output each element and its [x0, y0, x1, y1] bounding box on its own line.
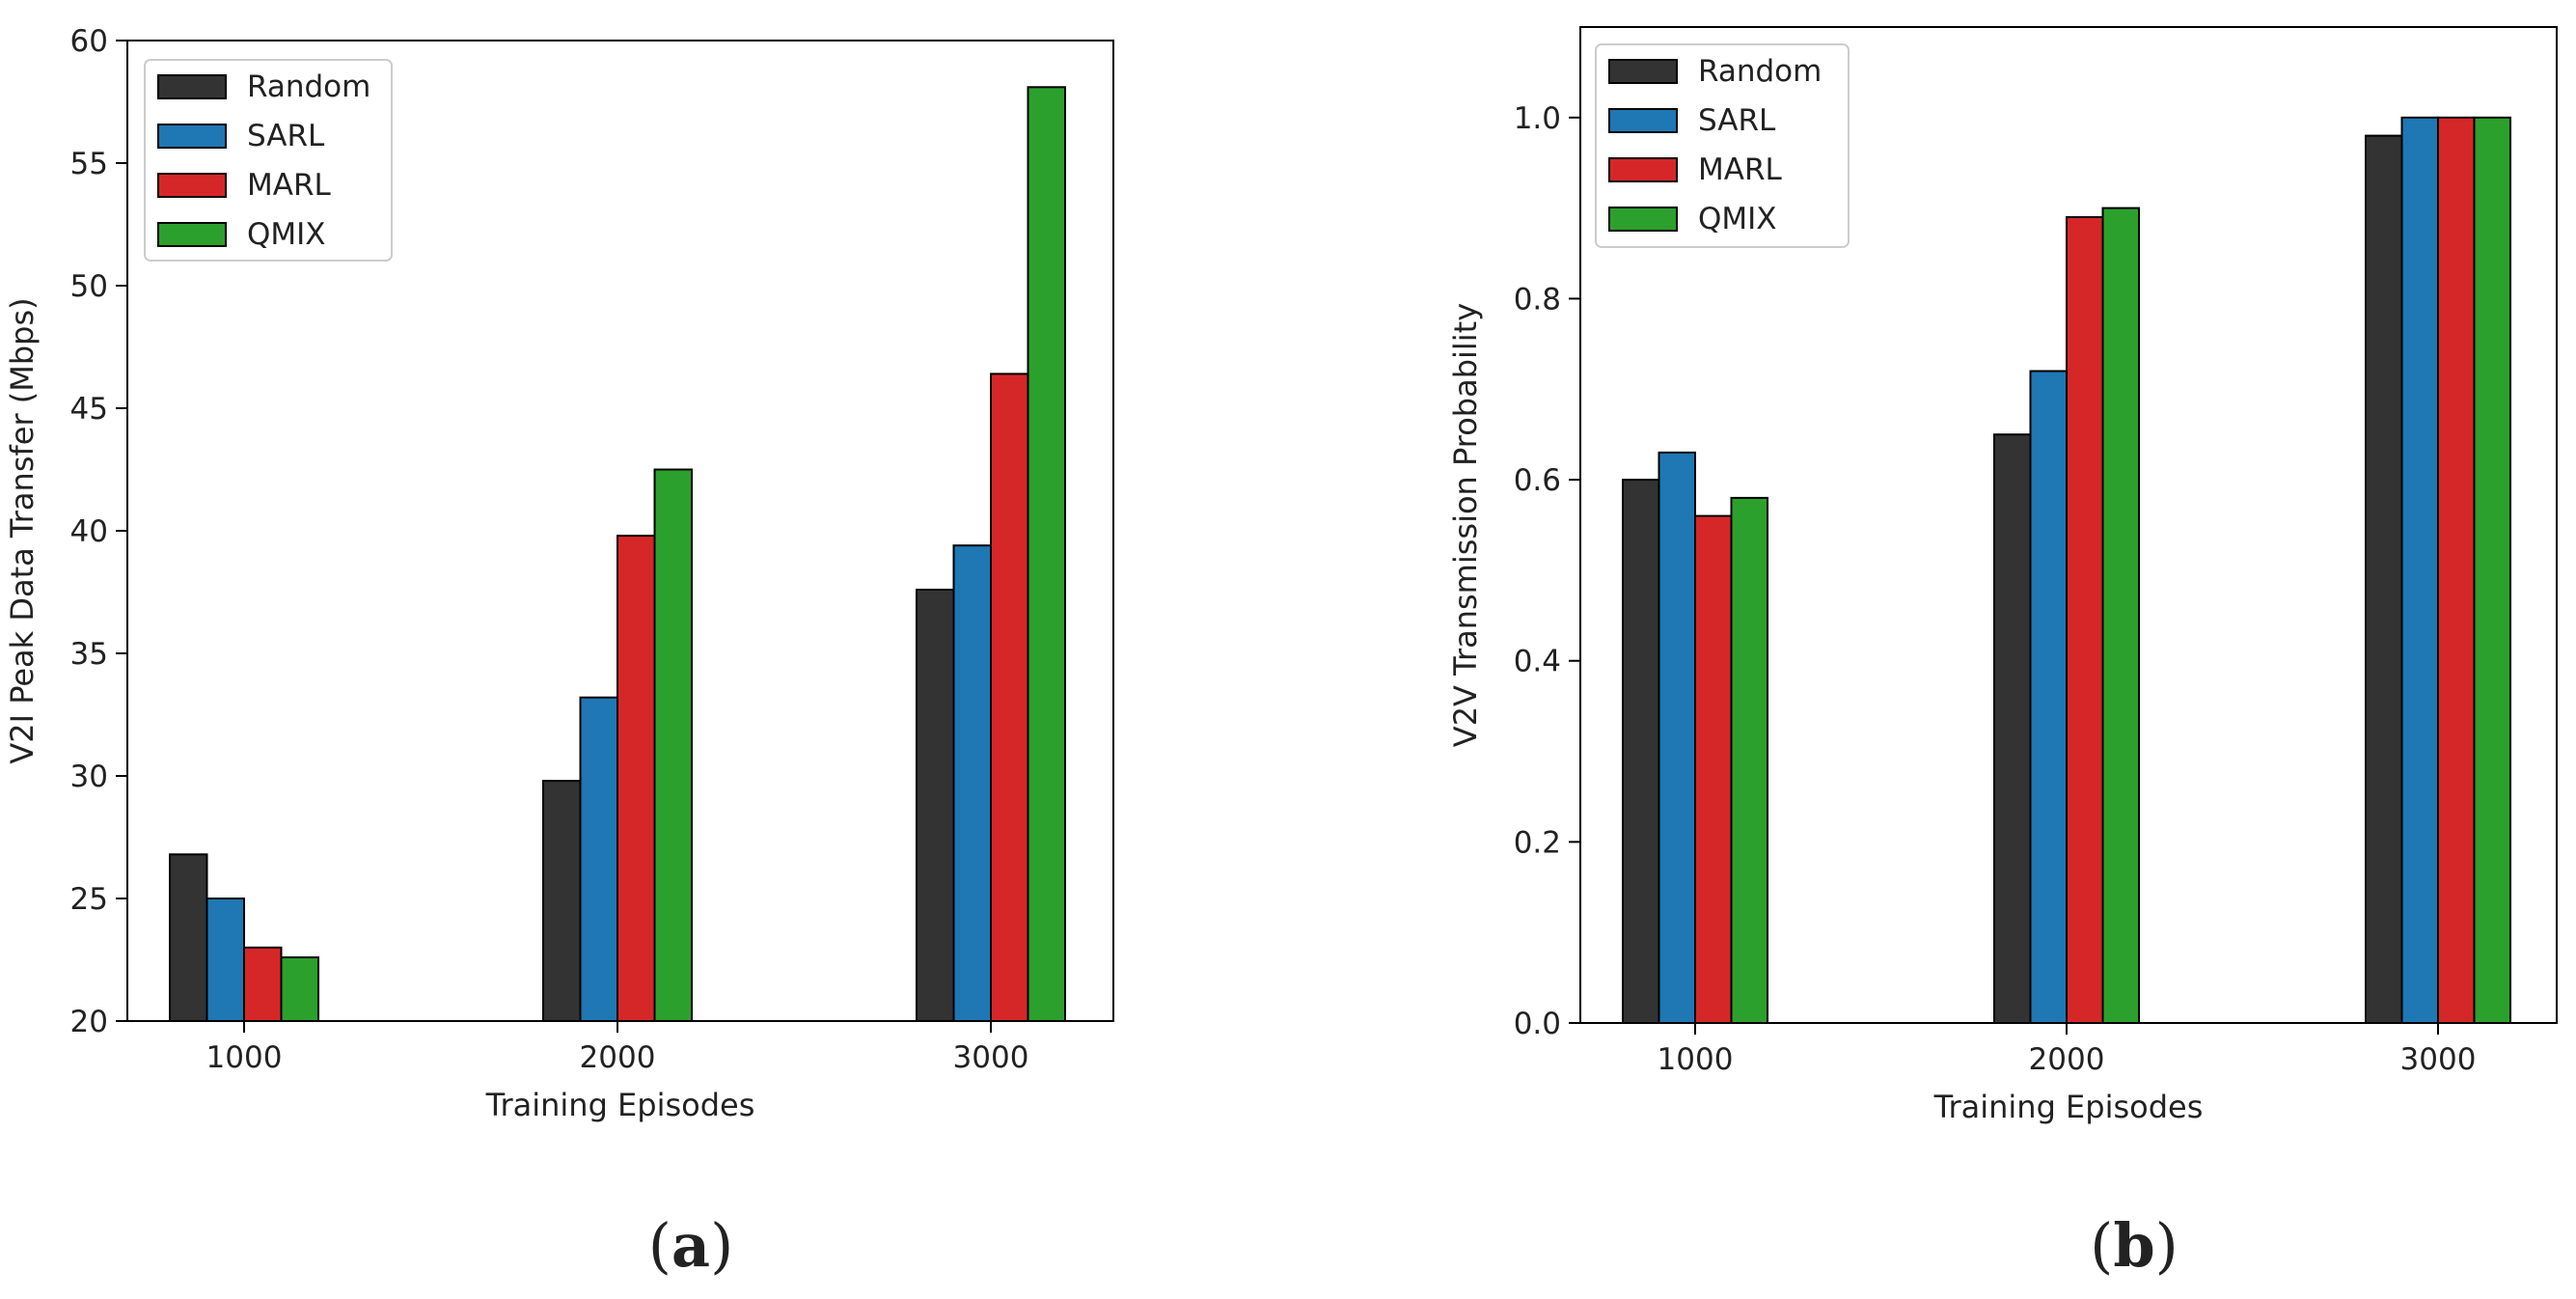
legend-label-qmix: QMIX [1698, 202, 1777, 236]
bar-random-3000 [916, 589, 955, 1022]
y-tick-label: 1.0 [1514, 101, 1561, 136]
bar-sarl-2000 [579, 696, 618, 1022]
y-tick-label: 45 [70, 392, 108, 427]
bar-marl-3000 [990, 373, 1029, 1022]
x-tick-label: 3000 [2400, 1042, 2477, 1077]
chart-a: 1000 2000 3000 20 25 30 35 40 45 50 55 60 Training E… [4, 24, 1114, 1123]
bar-random-2000 [1993, 433, 2032, 1024]
bar-qmix-1000 [280, 956, 319, 1022]
y-tick-label: 0.2 [1514, 825, 1561, 860]
legend-swatch-sarl [1608, 108, 1678, 133]
y-tick-label: 40 [70, 514, 108, 549]
panel-label-b: (b) [2090, 1210, 2179, 1281]
bar-random-1000 [1622, 479, 1660, 1025]
legend-swatch-sarl [157, 124, 227, 149]
bar-sarl-1000 [1658, 451, 1696, 1024]
legend-label-random: Random [247, 69, 370, 104]
legend-box [1595, 43, 1850, 248]
bar-qmix-2000 [2101, 207, 2140, 1025]
bar-qmix-1000 [1730, 496, 1768, 1024]
x-axis-label: Training Episodes [485, 1087, 755, 1123]
legend-label-marl: MARL [1698, 152, 1782, 187]
bar-sarl-3000 [952, 544, 992, 1022]
bar-marl-1000 [243, 946, 283, 1022]
x-axis-label: Training Episodes [1933, 1089, 2204, 1125]
legend-label-sarl: SARL [247, 119, 325, 153]
panel-label-a: (a) [648, 1210, 734, 1281]
bar-marl-2000 [2066, 216, 2104, 1024]
legend-swatch-marl [1608, 157, 1678, 182]
legend-label-qmix: QMIX [247, 217, 326, 252]
x-tick-label: 1000 [206, 1040, 283, 1075]
legend-swatch-random [1608, 59, 1678, 84]
legend: Random SARL MARL QMIX [144, 59, 393, 262]
plot-frame [126, 40, 1114, 1022]
x-tick-label: 2000 [580, 1040, 656, 1075]
bar-sarl-2000 [2029, 370, 2068, 1024]
y-tick-label: 60 [70, 24, 108, 59]
legend-swatch-marl [157, 173, 227, 198]
legend: Random SARL MARL QMIX [1595, 43, 1850, 248]
y-tick-label: 30 [70, 760, 108, 794]
y-axis-label: V2V Transmission Probability [1447, 303, 1484, 747]
legend-label-sarl: SARL [1698, 103, 1776, 138]
bar-random-3000 [2365, 134, 2403, 1025]
bar-marl-2000 [617, 535, 656, 1022]
y-tick-label: 25 [70, 882, 108, 917]
y-tick-label: 0.4 [1514, 645, 1561, 679]
bar-qmix-2000 [653, 468, 693, 1022]
plot-frame [1579, 26, 2558, 1024]
y-tick-label: 0.6 [1514, 463, 1561, 498]
bar-random-1000 [169, 853, 208, 1022]
y-tick-label: 55 [70, 147, 108, 181]
legend-swatch-qmix [1608, 207, 1678, 232]
y-tick-label: 0.8 [1514, 282, 1561, 317]
x-tick-label: 2000 [2029, 1042, 2105, 1077]
bar-qmix-3000 [1027, 86, 1066, 1023]
legend-box [144, 59, 393, 262]
y-tick-label: 0.0 [1514, 1007, 1561, 1041]
legend-swatch-random [157, 74, 227, 99]
legend-label-marl: MARL [247, 168, 331, 203]
bar-qmix-3000 [2473, 116, 2511, 1025]
legend-label-random: Random [1698, 54, 1822, 89]
chart-b: 1000 2000 3000 0.0 0.2 0.4 0.6 0.8 1.0 Training E… [1447, 26, 2558, 1125]
x-tick-label: 1000 [1658, 1042, 1734, 1077]
bar-sarl-1000 [206, 898, 245, 1022]
y-tick-label: 50 [70, 269, 108, 304]
bar-marl-3000 [2437, 116, 2476, 1025]
y-tick-label: 35 [70, 637, 108, 672]
legend-swatch-qmix [157, 222, 227, 247]
bar-random-2000 [542, 780, 582, 1022]
y-axis-label: V2I Peak Data Transfer (Mbps) [4, 297, 41, 763]
bar-sarl-3000 [2400, 116, 2439, 1025]
x-tick-label: 3000 [953, 1040, 1029, 1075]
y-tick-label: 20 [70, 1005, 108, 1039]
bar-marl-1000 [1694, 514, 1733, 1024]
